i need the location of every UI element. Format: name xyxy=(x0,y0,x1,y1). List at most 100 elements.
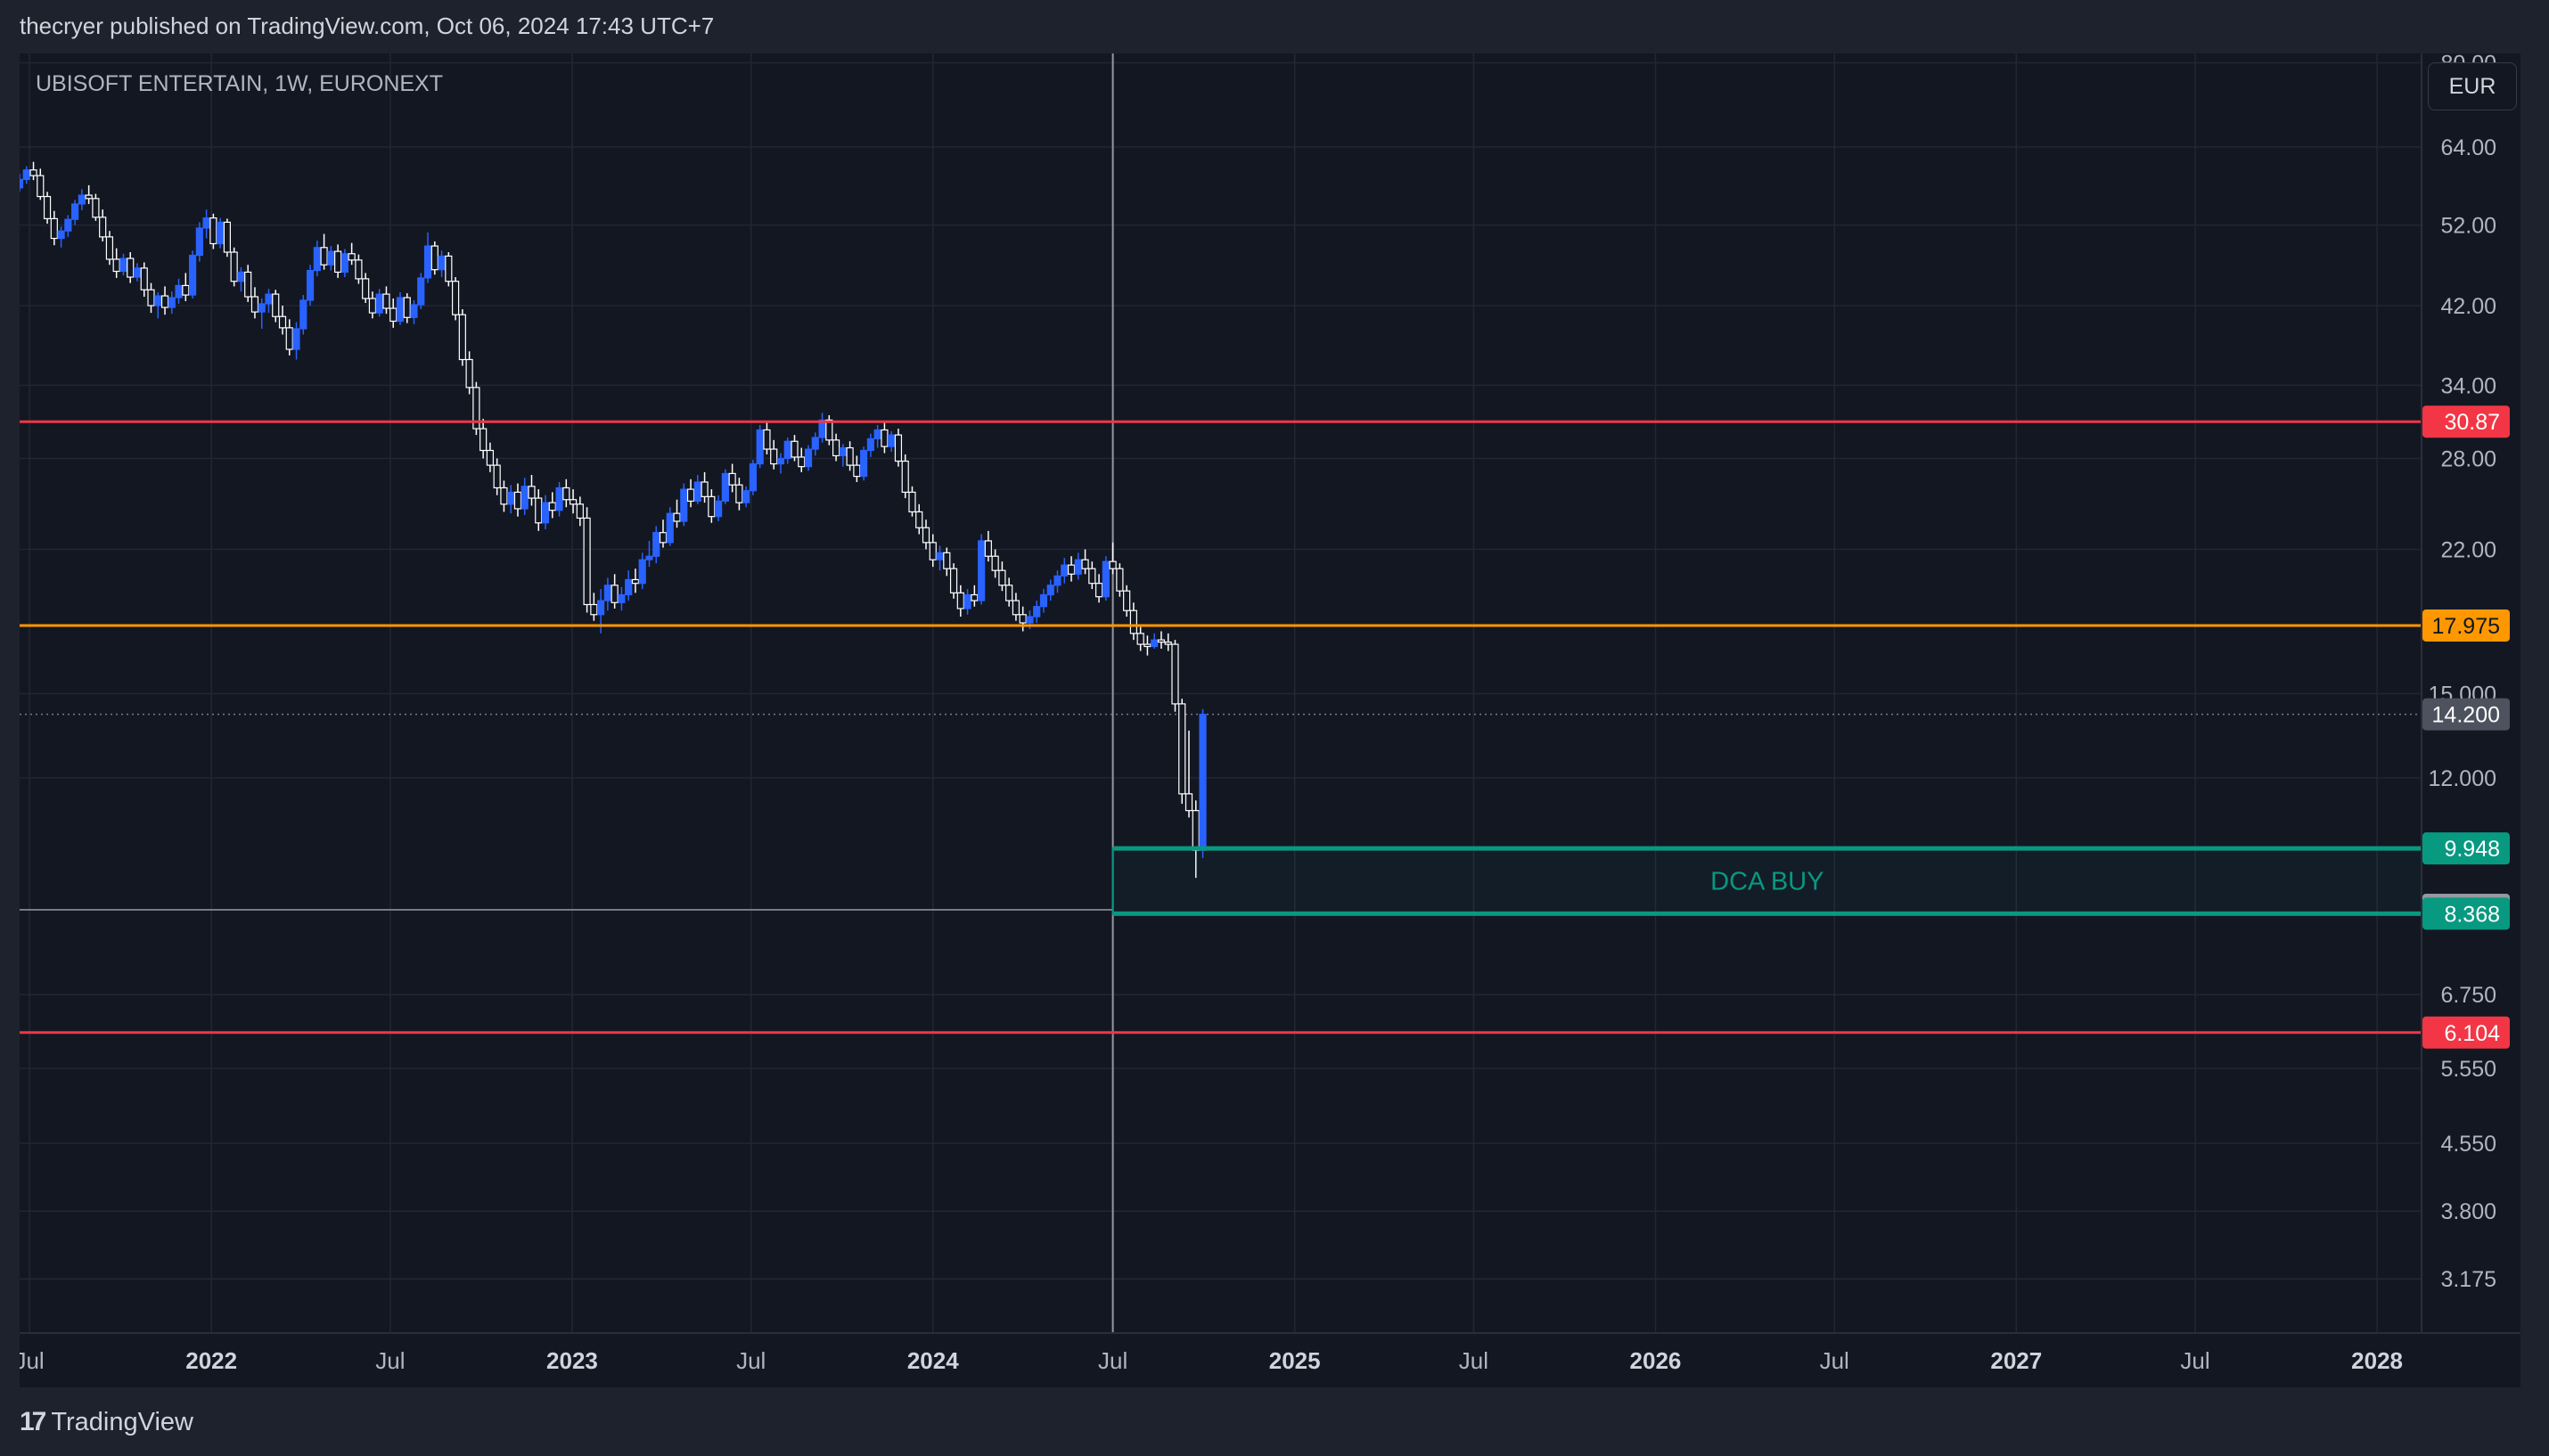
candle xyxy=(984,530,992,562)
candle xyxy=(451,276,460,321)
candle xyxy=(888,430,896,452)
candlestick-series xyxy=(20,161,1207,879)
candle-body xyxy=(1005,585,1013,601)
candle-body xyxy=(659,532,668,544)
candle xyxy=(237,266,245,292)
candle xyxy=(1178,699,1186,805)
candle xyxy=(479,419,488,459)
candle xyxy=(1081,549,1089,575)
candle-body xyxy=(949,568,958,593)
candle xyxy=(258,299,266,329)
candle xyxy=(915,503,923,535)
candle xyxy=(943,547,951,577)
candle-body xyxy=(368,298,377,314)
candle-body xyxy=(423,245,432,279)
candle xyxy=(603,577,611,611)
candle-body xyxy=(1061,564,1069,577)
candle xyxy=(708,489,716,523)
candle xyxy=(1199,708,1207,858)
candle xyxy=(555,481,563,517)
price-tick-label: 4.550 xyxy=(2440,1132,2496,1157)
candle-body xyxy=(873,429,881,440)
candle-body xyxy=(1053,575,1061,586)
candle xyxy=(1088,561,1096,590)
candle xyxy=(576,496,584,527)
candle xyxy=(583,507,591,613)
candle-body xyxy=(105,236,114,260)
zone-bottom-badge[interactable]: 8.368 xyxy=(2422,897,2510,930)
candle-body xyxy=(438,255,446,271)
level-price-badge[interactable]: 30.87 xyxy=(2422,405,2510,438)
price-tick-label: 3.800 xyxy=(2440,1199,2496,1224)
candle-body xyxy=(362,278,370,299)
candle-body xyxy=(1102,560,1110,598)
level-price-badge-bg xyxy=(2422,609,2510,642)
candle-body xyxy=(943,552,951,569)
candle-body xyxy=(1081,559,1089,569)
candle-body xyxy=(1123,590,1131,611)
candle-body xyxy=(292,328,300,350)
level-price-badge[interactable]: 17.975 xyxy=(2422,609,2510,642)
last-price-badge[interactable]: 14.200 xyxy=(2422,698,2510,731)
zone-top-badge[interactable]: 9.948 xyxy=(2422,832,2510,865)
candle xyxy=(1164,633,1172,651)
candle-body xyxy=(230,251,238,282)
candle xyxy=(735,478,743,511)
price-tick-label: 28.00 xyxy=(2440,446,2496,471)
candle-body xyxy=(569,499,578,505)
candle-body xyxy=(299,299,307,330)
candle xyxy=(396,292,405,325)
candle-body xyxy=(686,488,695,503)
candle-body xyxy=(1039,593,1048,608)
candle-body xyxy=(410,304,418,318)
candle-body xyxy=(825,419,833,441)
candle-body xyxy=(389,307,398,323)
candle-body xyxy=(866,438,874,452)
candle xyxy=(611,574,619,609)
dca-zone-box[interactable] xyxy=(1111,847,2422,915)
candle xyxy=(1019,606,1027,632)
candle-body xyxy=(202,217,210,229)
candle-body xyxy=(818,419,826,438)
candle-body xyxy=(735,484,743,503)
candle-body xyxy=(984,540,992,557)
candle-body xyxy=(693,481,701,503)
price-axis-labels: 80.0064.0052.0042.0034.0028.0022.0015.00… xyxy=(2429,53,2496,1292)
candle xyxy=(701,471,709,503)
candle-body xyxy=(1046,585,1054,596)
candle xyxy=(154,292,162,319)
candle-body xyxy=(78,194,86,205)
candle xyxy=(1094,574,1103,603)
candle xyxy=(1074,552,1082,580)
candle-body xyxy=(458,314,466,361)
candle xyxy=(680,483,688,527)
candle xyxy=(507,485,515,514)
level-price-badge[interactable]: 6.104 xyxy=(2422,1016,2510,1049)
candle xyxy=(625,570,633,601)
candle xyxy=(590,593,598,621)
chart-pane[interactable]: DCA BUY 80.0064.0052.0042.0034.0028.0022… xyxy=(20,53,2520,1387)
candle-body xyxy=(645,555,653,560)
candle-body xyxy=(22,169,30,180)
candle-body xyxy=(1192,810,1200,851)
candle xyxy=(929,534,937,568)
candle-body xyxy=(528,486,536,499)
candle-body xyxy=(798,456,806,468)
candle xyxy=(998,561,1006,592)
tradingview-logo[interactable]: 17 TradingView xyxy=(20,1404,193,1440)
candle xyxy=(936,545,944,571)
candle-body xyxy=(922,527,930,544)
candle-body xyxy=(915,511,923,528)
currency-button[interactable]: EUR xyxy=(2428,62,2517,110)
candle-body xyxy=(403,297,411,318)
candle-body xyxy=(147,289,155,307)
candle xyxy=(618,586,626,611)
candle-body xyxy=(1019,614,1027,624)
candle xyxy=(244,265,252,302)
candle-body xyxy=(182,284,190,296)
price-chart[interactable]: DCA BUY 80.0064.0052.0042.0034.0028.0022… xyxy=(20,53,2520,1387)
candle-body xyxy=(1171,643,1179,705)
candle xyxy=(1012,593,1020,621)
time-tick-label: Jul xyxy=(1098,1347,1127,1374)
level-price-badge-label: 30.87 xyxy=(2444,410,2500,435)
